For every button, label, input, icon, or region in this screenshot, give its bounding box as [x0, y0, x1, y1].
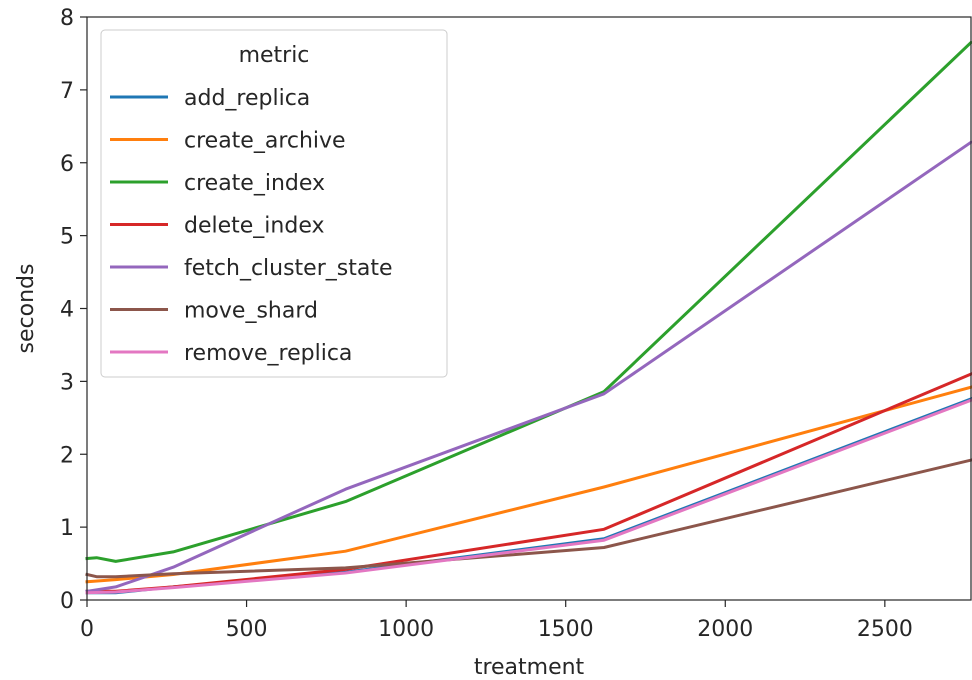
- legend-label: create_index: [184, 171, 325, 196]
- x-tick-label: 1000: [378, 617, 434, 642]
- legend-label: add_replica: [184, 86, 310, 111]
- legend-items: add_replica create_archive create_indexdel…: [110, 86, 393, 366]
- x-axis-title: treatment: [474, 655, 585, 680]
- y-axis: 0 1 2 3 4 5 6 7 8: [60, 6, 87, 614]
- series-line-delete-index: [85, 372, 972, 593]
- legend: metric add_replica create_archive create_i…: [100, 29, 448, 378]
- y-tick-label: 4: [60, 298, 74, 323]
- legend-label: fetch_cluster_state: [184, 256, 393, 281]
- x-axis: 0 500 1000 1500 2000 2500: [80, 600, 913, 642]
- series-line-remove-replica: [85, 398, 972, 595]
- y-tick-label: 2: [60, 443, 74, 468]
- x-tick-label: 0: [80, 617, 94, 642]
- y-tick-label: 0: [60, 589, 74, 614]
- series-line-create-archive: [85, 385, 972, 584]
- x-tick-label: 1500: [538, 617, 594, 642]
- series-line-add-replica: [85, 396, 972, 595]
- x-tick-label: 2500: [857, 617, 913, 642]
- x-tick-label: 2000: [697, 617, 753, 642]
- legend-label: move_shard: [184, 299, 318, 324]
- y-tick-label: 7: [60, 79, 74, 104]
- series-line-create-index: [85, 40, 972, 563]
- y-tick-label: 3: [60, 370, 74, 395]
- y-tick-label: 8: [60, 6, 74, 31]
- x-tick-label: 500: [226, 617, 268, 642]
- legend-box: [100, 29, 448, 378]
- y-tick-label: 5: [60, 225, 74, 250]
- y-axis-title: seconds: [14, 264, 39, 354]
- series-line-move-shard: [85, 458, 972, 579]
- legend-title: metric: [239, 43, 310, 68]
- legend-label: delete_index: [184, 214, 325, 239]
- series-line-fetch-cluster-state: [85, 140, 972, 594]
- y-tick-label: 1: [60, 516, 74, 541]
- y-tick-label: 6: [60, 152, 74, 177]
- legend-label: create_archive: [184, 129, 346, 154]
- plot-lines: [85, 40, 972, 595]
- legend-label: remove_replica: [184, 341, 352, 366]
